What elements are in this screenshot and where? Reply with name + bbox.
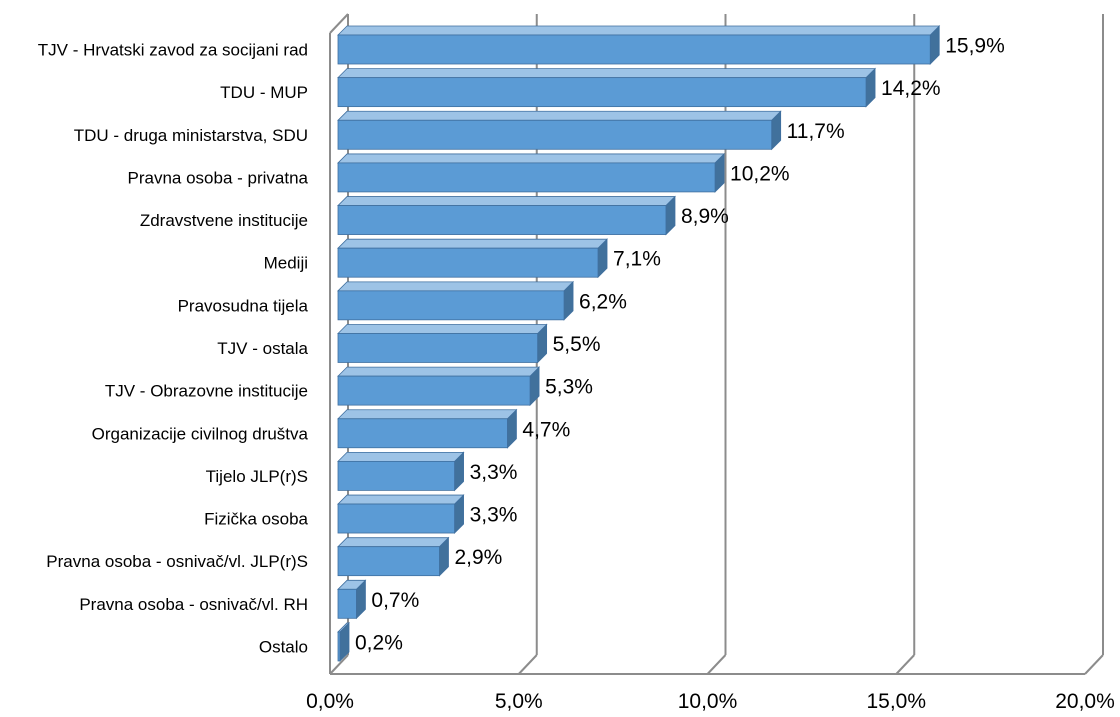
bar [337,631,341,662]
data-label: 4,7% [522,418,570,441]
category-label: Organizacije civilnog društva [92,424,309,443]
bar [337,333,539,363]
category-label: TJV - Obrazovne institucije [105,382,308,401]
data-label: 6,2% [579,290,627,313]
bar [337,418,508,449]
bar-top [337,196,676,206]
x-tick-label: 5,0% [495,690,543,713]
bar-top [337,366,541,377]
category-label: Mediji [264,254,308,273]
data-label: 14,2% [881,77,941,100]
category-label: Ostalo [259,637,308,656]
bar [337,546,440,577]
data-label: 0,2% [355,631,403,654]
category-label: Pravosudna tijela [178,296,309,315]
bar [337,162,716,193]
side-wall-edge [329,13,349,34]
bar [337,290,565,321]
bar [337,460,455,491]
data-label: 5,3% [545,376,593,399]
x-tick-label: 0,0% [306,690,354,713]
value-labels: 15,9%14,2% 11,7% 10,2%8,9% 7,1% 6,2% 5,5% 5,3%… [355,35,1005,655]
category-label: TDU - MUP [220,83,308,102]
data-label: 0,7% [371,589,419,612]
data-label: 3,3% [470,461,518,484]
bar-top [337,238,608,249]
bar [337,247,599,278]
floor-gridline [329,654,349,675]
bar-top [337,153,726,164]
data-label: 15,9% [945,35,1005,58]
bar-top [337,494,465,505]
x-tick-label: 10,0% [678,690,738,713]
floor-gridline [706,654,727,675]
bar [337,375,531,406]
category-labels: TJV - Hrvatski zavod za socijani rad TDU … [38,41,309,657]
category-label: TJV - Hrvatski zavod za socijani rad [38,41,308,60]
data-label: 10,2% [730,162,790,185]
bar-top [337,281,575,292]
floor-gridline [1084,654,1104,675]
x-tick-label: 15,0% [866,690,926,713]
data-label: 2,9% [454,546,502,569]
bars [337,25,941,662]
category-label: TJV - ostala [217,339,308,358]
data-label: 5,5% [553,333,601,356]
bar-top [337,537,450,548]
category-label: Pravna osoba - privatna [128,168,309,187]
category-label: Fizička osoba [204,510,308,529]
data-label: 8,9% [681,205,729,228]
bar [337,205,667,235]
bar-top [337,110,782,121]
x-axis-ticks: 0,0% 5,0% 10,0% 15,0% 20,0% [306,690,1115,713]
bar-top [337,25,941,36]
bar [337,503,455,534]
floor-gridline [518,654,538,675]
floor-gridline [895,654,915,675]
bar-top [337,68,877,79]
data-label: 7,1% [613,248,661,271]
category-label: Tijelo JLP(r)S [206,467,308,486]
data-label: 3,3% [470,504,518,527]
category-label: Zdravstvene institucije [140,211,308,230]
bar [337,119,773,150]
bar [337,77,867,108]
bar-top [337,451,465,462]
x-tick-label: 20,0% [1055,690,1115,713]
data-label: 11,7% [787,120,845,143]
category-label: Pravna osoba - osnivač/vl. RH [79,595,308,614]
category-label: Pravna osoba - osnivač/vl. JLP(r)S [46,552,308,571]
bar-top [337,409,518,420]
bar [337,34,931,65]
bar [337,588,357,619]
category-label: TDU - druga ministarstva, SDU [74,126,308,145]
bar-top [337,324,548,334]
